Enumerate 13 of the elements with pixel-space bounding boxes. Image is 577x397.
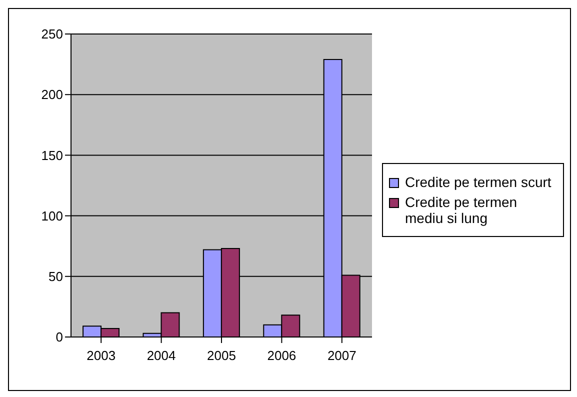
y-tick-label: 100	[41, 208, 63, 224]
x-tick-label: 2006	[267, 348, 296, 364]
x-tick-label: 2003	[86, 348, 116, 364]
x-tick-label: 2005	[207, 348, 236, 364]
y-tick-label: 0	[56, 330, 63, 345]
x-tick-label: 2004	[146, 348, 176, 364]
y-tick-label: 200	[41, 87, 63, 102]
legend-label: Credite pe termen mediu si lung	[405, 194, 518, 226]
y-tick-label: 50	[48, 269, 63, 284]
y-tick-label: 250	[41, 26, 63, 42]
y-tick-label: 150	[41, 148, 63, 163]
legend-label: Credite pe termen scurt	[405, 174, 552, 190]
x-tick-label: 2007	[327, 348, 356, 364]
